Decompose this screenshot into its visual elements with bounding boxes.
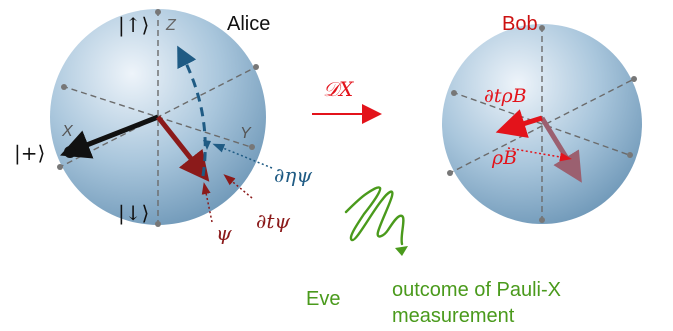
- d-t-psi-pointer: [223, 174, 253, 199]
- channel-label: 𝒟X: [323, 77, 354, 101]
- rho-b-label: ρB: [491, 147, 517, 169]
- bob-bloch-sphere: Bob ∂tρB ρB: [442, 13, 642, 224]
- axis-x-label: X: [61, 123, 74, 140]
- d-eta-psi-pointer: [212, 143, 273, 169]
- d-t-psi-label: ∂tψ: [256, 209, 290, 233]
- axis-z-label: Z: [165, 17, 177, 34]
- d-t-rho-arrow: [495, 109, 543, 138]
- ket-up-label: |↑⟩: [118, 13, 149, 38]
- plus-state-arrow: [60, 114, 159, 159]
- ket-down-label: |↓⟩: [118, 201, 149, 226]
- ket-plus-label: |+⟩: [14, 141, 45, 166]
- eve-signal-arrowhead: [395, 246, 408, 256]
- d-t-rho-label: ∂tρB: [484, 85, 527, 107]
- psi-arrow: [156, 115, 210, 182]
- alice-name: Alice: [227, 13, 270, 35]
- eve-outcome-line1: outcome of Pauli-X: [392, 279, 561, 301]
- eve-name: Eve: [306, 288, 340, 310]
- eve-outcome-line2: measurement: [392, 305, 515, 327]
- eve-signal-squiggle: [344, 186, 405, 246]
- psi-label: ψ: [216, 221, 232, 245]
- plus-state-dot: [64, 146, 76, 158]
- eve-group: Eve outcome of Pauli-X measurement: [306, 186, 561, 327]
- psi-pointer: [201, 182, 213, 223]
- channel: 𝒟X: [312, 77, 382, 124]
- bob-x-axis: [451, 91, 633, 157]
- alice-bloch-sphere: |↑⟩ |↓⟩ |+⟩ Z X Y Alice ∂ηψ ∂tψ ψ: [14, 9, 312, 245]
- d-eta-psi-arrow: [177, 45, 207, 177]
- rho-b-pointer: [507, 147, 572, 162]
- d-eta-psi-label: ∂ηψ: [274, 163, 312, 187]
- bob-y-axis: [447, 77, 637, 175]
- axis-y-label: Y: [240, 125, 252, 142]
- bob-name: Bob: [502, 13, 538, 35]
